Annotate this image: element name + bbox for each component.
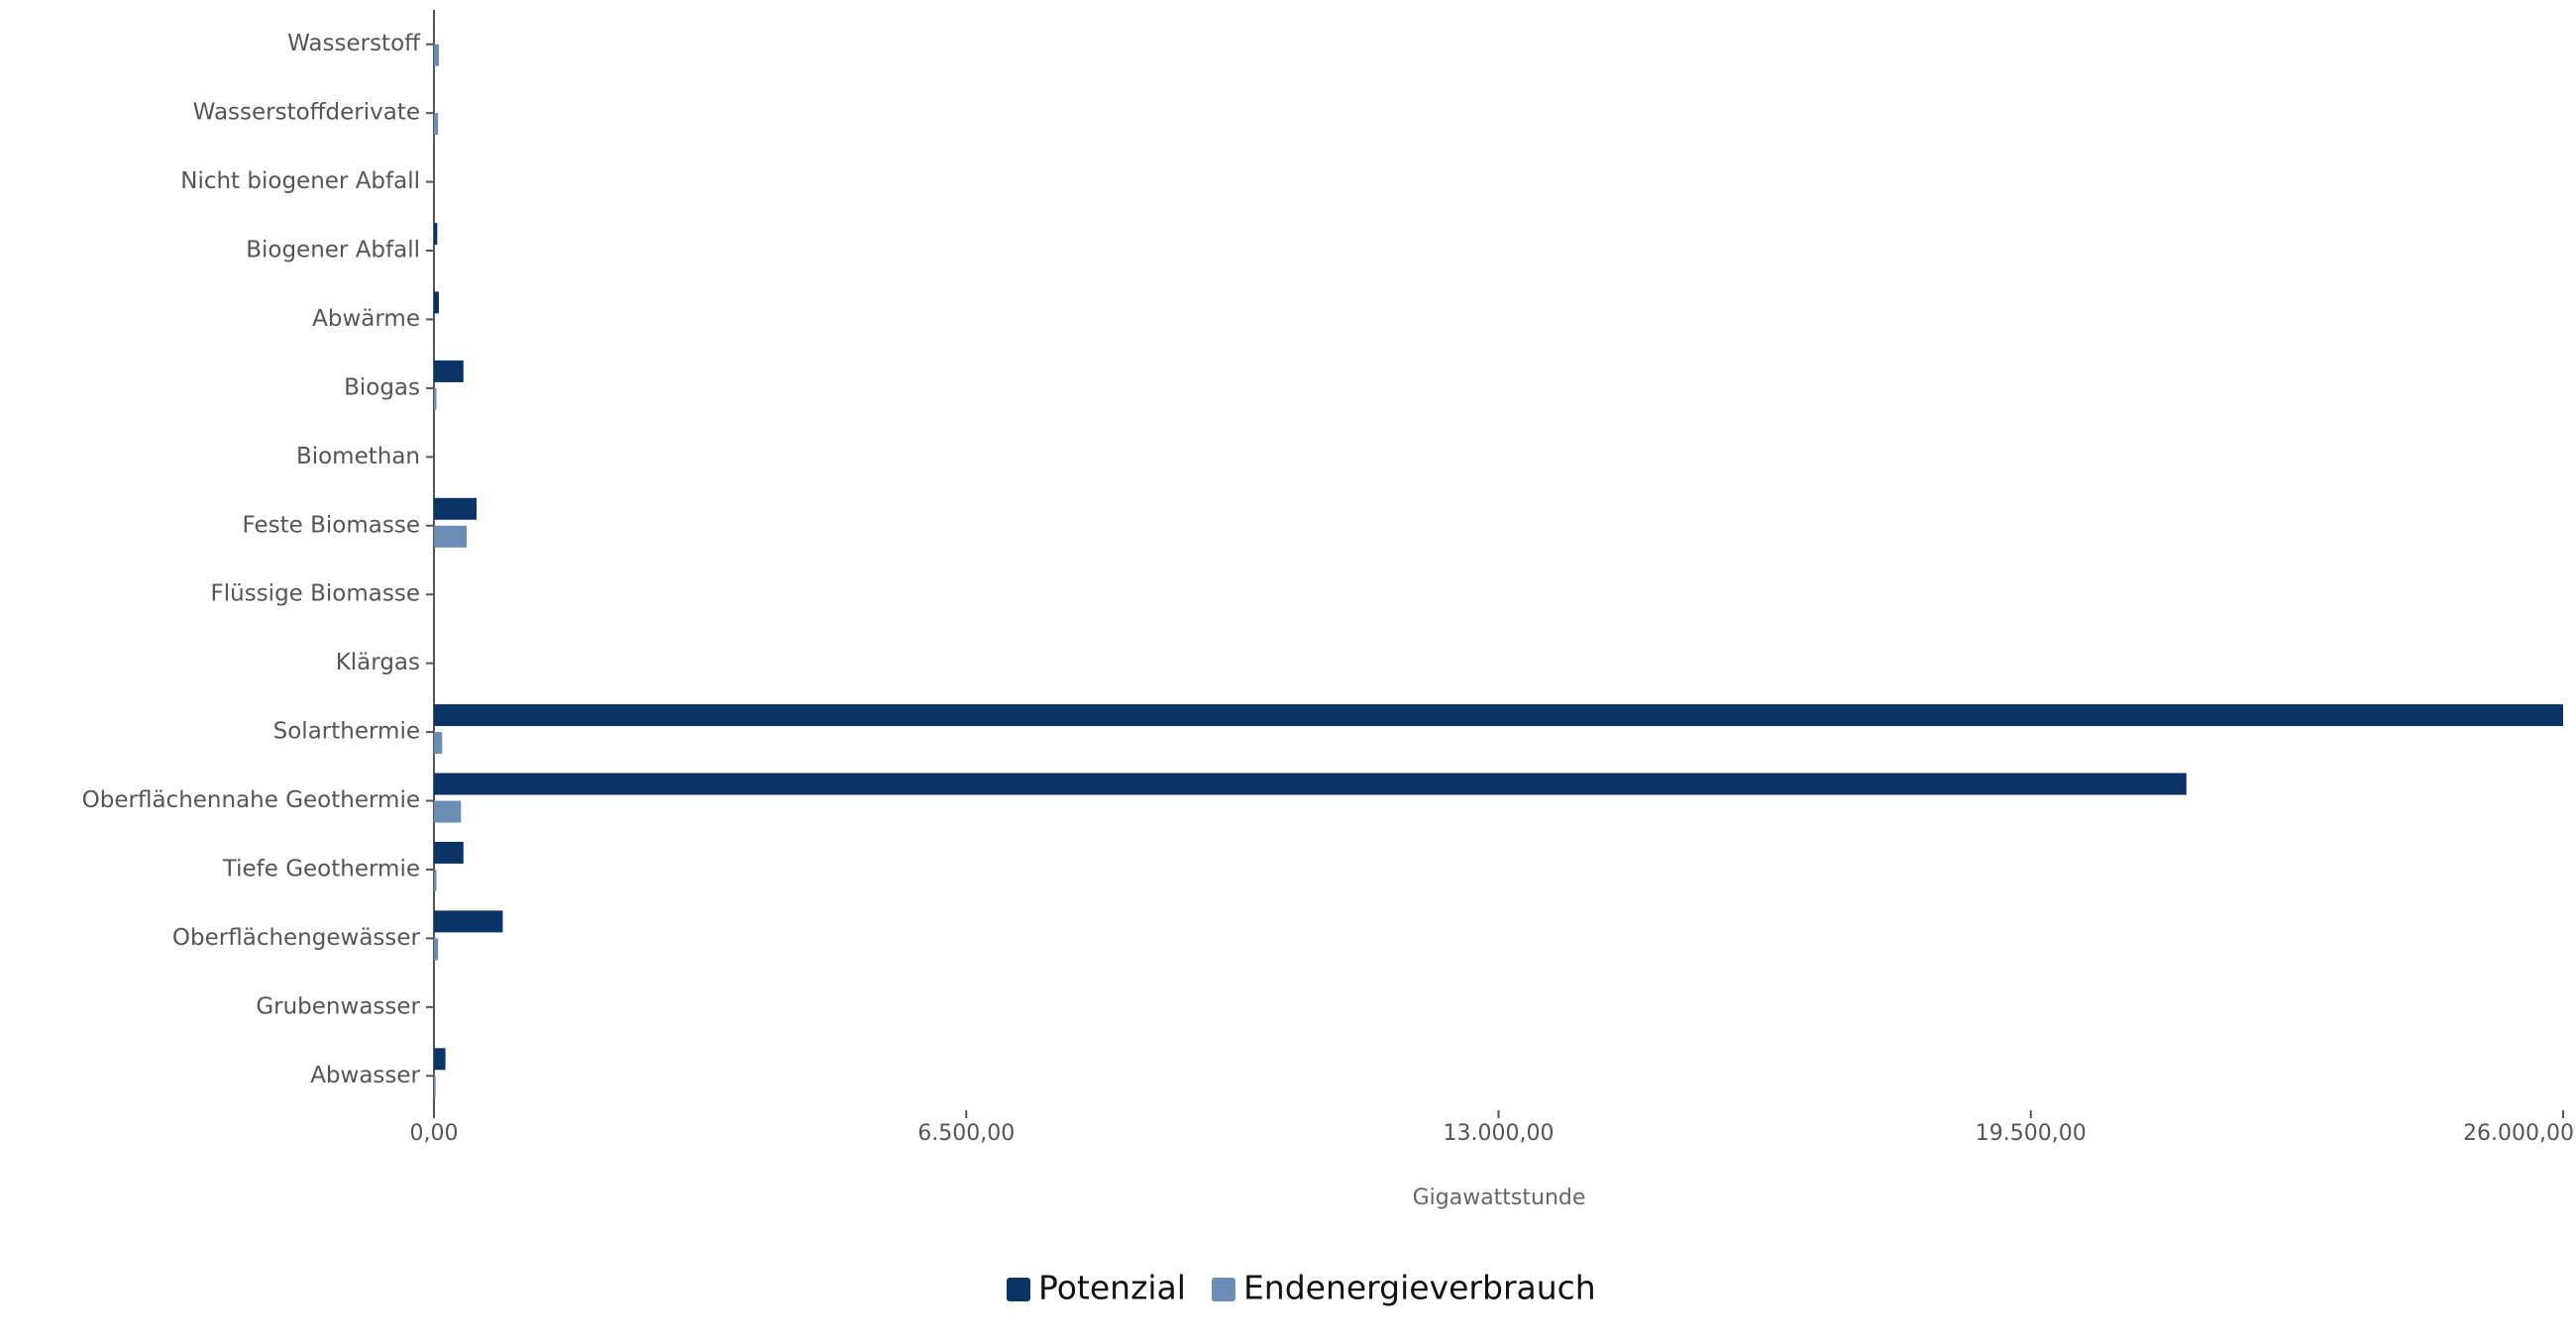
x-tick-label: 19.500,00: [1976, 1121, 2087, 1146]
y-tick-label: Oberflächengewässer: [172, 925, 421, 951]
y-tick-label: Wasserstoff: [287, 31, 421, 56]
bar: [434, 773, 2187, 795]
bar: [434, 1076, 436, 1098]
x-tick-label: 13.000,00: [1444, 1121, 1555, 1146]
y-tick-label: Biomethan: [296, 444, 420, 469]
bar: [434, 869, 437, 891]
bar: [434, 360, 464, 382]
bar: [434, 1048, 446, 1071]
y-tick-label: Biogas: [344, 374, 420, 400]
x-tick-label: 26.000,00: [2463, 1121, 2574, 1146]
y-tick-label: Grubenwasser: [256, 993, 420, 1019]
bar: [434, 910, 503, 933]
y-tick-label: Biogener Abfall: [246, 238, 420, 263]
bar: [434, 525, 468, 548]
bar: [434, 113, 439, 136]
y-tick-label: Tiefe Geothermie: [222, 856, 420, 881]
legend-label: Potenzial: [1038, 1269, 1186, 1307]
bar: [434, 497, 477, 520]
y-tick-label: Abwärme: [312, 306, 420, 332]
bar: [434, 223, 438, 246]
legend-swatch: [1211, 1278, 1235, 1301]
legend-label: Endenergieverbrauch: [1243, 1269, 1596, 1307]
bar: [434, 938, 439, 961]
y-tick-label: Nicht biogener Abfall: [180, 168, 420, 194]
y-tick-label: Abwasser: [310, 1063, 420, 1088]
y-tick-label: Oberflächennahe Geothermie: [82, 787, 420, 813]
y-tick-label: Wasserstoffderivate: [193, 100, 420, 126]
bar: [434, 841, 464, 864]
x-tick-label: 0,00: [410, 1121, 459, 1146]
bar: [434, 387, 437, 410]
x-axis-title: Gigawattstunde: [1413, 1186, 1586, 1210]
x-tick-label: 6.500,00: [917, 1121, 1015, 1146]
y-tick-label: Solarthermie: [273, 719, 420, 745]
bar: [434, 704, 2563, 727]
y-tick-label: Flüssige Biomasse: [211, 581, 420, 607]
bar: [434, 44, 439, 66]
y-tick-label: Klärgas: [336, 650, 420, 675]
y-tick-label: Feste Biomasse: [243, 512, 420, 538]
bar: [434, 800, 462, 823]
bar: [434, 291, 439, 314]
bar: [434, 732, 443, 755]
legend-swatch: [1007, 1278, 1030, 1301]
